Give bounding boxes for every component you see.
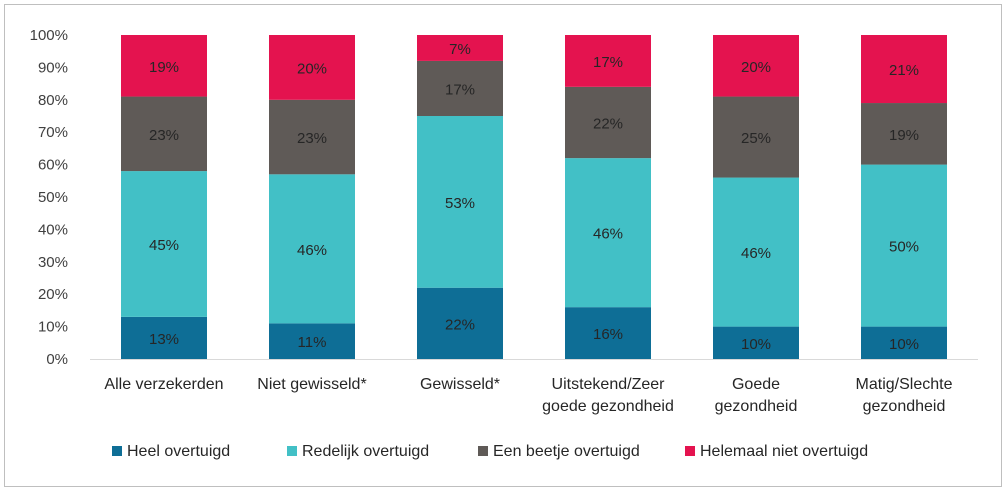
data-label: 20% xyxy=(297,60,327,77)
category-label: Gewisseld* xyxy=(420,376,500,393)
bar-segment xyxy=(713,177,799,327)
data-label: 17% xyxy=(593,54,623,71)
bar-segment xyxy=(713,96,799,178)
bar-segment xyxy=(565,158,651,308)
category-label: Goede xyxy=(732,376,780,393)
data-label: 25% xyxy=(741,130,771,147)
data-label: 22% xyxy=(593,115,623,132)
y-tick-label: 10% xyxy=(38,319,68,336)
legend-swatch xyxy=(287,446,297,456)
category-label: Alle verzekerden xyxy=(104,376,223,393)
data-label: 23% xyxy=(297,130,327,147)
bar-segment xyxy=(861,103,947,165)
data-label: 20% xyxy=(741,59,771,76)
bar-segment xyxy=(861,326,947,359)
y-tick-label: 80% xyxy=(38,92,68,109)
category-label: Matig/Slechte xyxy=(856,376,953,393)
legend-swatch xyxy=(685,446,695,456)
bar-segment xyxy=(121,316,207,359)
bar-segment xyxy=(417,35,503,61)
legend-label: Heel overtuigd xyxy=(127,443,230,460)
data-label: 46% xyxy=(741,245,771,262)
legend-label: Een beetje overtuigd xyxy=(493,443,640,460)
category-label: gezondheid xyxy=(863,398,946,415)
legend-swatch xyxy=(112,446,122,456)
data-label: 16% xyxy=(593,326,623,343)
bar-segment xyxy=(269,174,355,324)
category-label: gezondheid xyxy=(715,398,798,415)
bar-segment xyxy=(121,171,207,317)
data-label: 10% xyxy=(741,336,771,353)
bar-segment xyxy=(713,326,799,359)
legend-label: Helemaal niet overtuigd xyxy=(700,443,868,460)
category-label: goede gezondheid xyxy=(542,398,674,415)
data-label: 7% xyxy=(449,41,471,58)
data-label: 46% xyxy=(297,242,327,259)
y-tick-label: 20% xyxy=(38,286,68,303)
y-tick-label: 30% xyxy=(38,254,68,271)
bar-segment xyxy=(861,164,947,327)
y-tick-label: 70% xyxy=(38,124,68,141)
category-label: Uitstekend/Zeer xyxy=(552,376,666,393)
y-tick-label: 50% xyxy=(38,189,68,206)
category-label: Niet gewisseld* xyxy=(257,376,366,393)
data-label: 23% xyxy=(149,127,179,144)
bar-segment xyxy=(269,35,355,100)
bar-segment xyxy=(565,86,651,159)
bar-segment xyxy=(565,35,651,87)
y-tick-label: 60% xyxy=(38,157,68,174)
data-label: 22% xyxy=(445,316,475,333)
bar-segment xyxy=(121,96,207,172)
data-label: 13% xyxy=(149,331,179,348)
bar-segment xyxy=(417,60,503,116)
bar-segment xyxy=(417,287,503,359)
y-tick-label: 0% xyxy=(46,351,68,368)
data-label: 21% xyxy=(889,62,919,79)
data-label: 45% xyxy=(149,237,179,254)
bar-segment xyxy=(417,116,503,288)
y-tick-label: 90% xyxy=(38,59,68,76)
y-tick-label: 100% xyxy=(30,27,68,44)
bar-segment xyxy=(269,323,355,359)
bar-segment xyxy=(713,35,799,97)
data-label: 19% xyxy=(889,127,919,144)
bar-segment xyxy=(861,35,947,104)
y-tick-label: 40% xyxy=(38,221,68,238)
data-label: 46% xyxy=(593,226,623,243)
bar-segment xyxy=(121,35,207,97)
data-label: 10% xyxy=(889,336,919,353)
bar-segment xyxy=(565,307,651,359)
bar-segment xyxy=(269,99,355,175)
legend-swatch xyxy=(478,446,488,456)
data-label: 50% xyxy=(889,239,919,256)
data-label: 53% xyxy=(445,195,475,212)
data-label: 11% xyxy=(298,334,327,351)
data-label: 17% xyxy=(445,81,475,98)
data-label: 19% xyxy=(149,59,179,76)
legend-label: Redelijk overtuigd xyxy=(302,443,429,460)
